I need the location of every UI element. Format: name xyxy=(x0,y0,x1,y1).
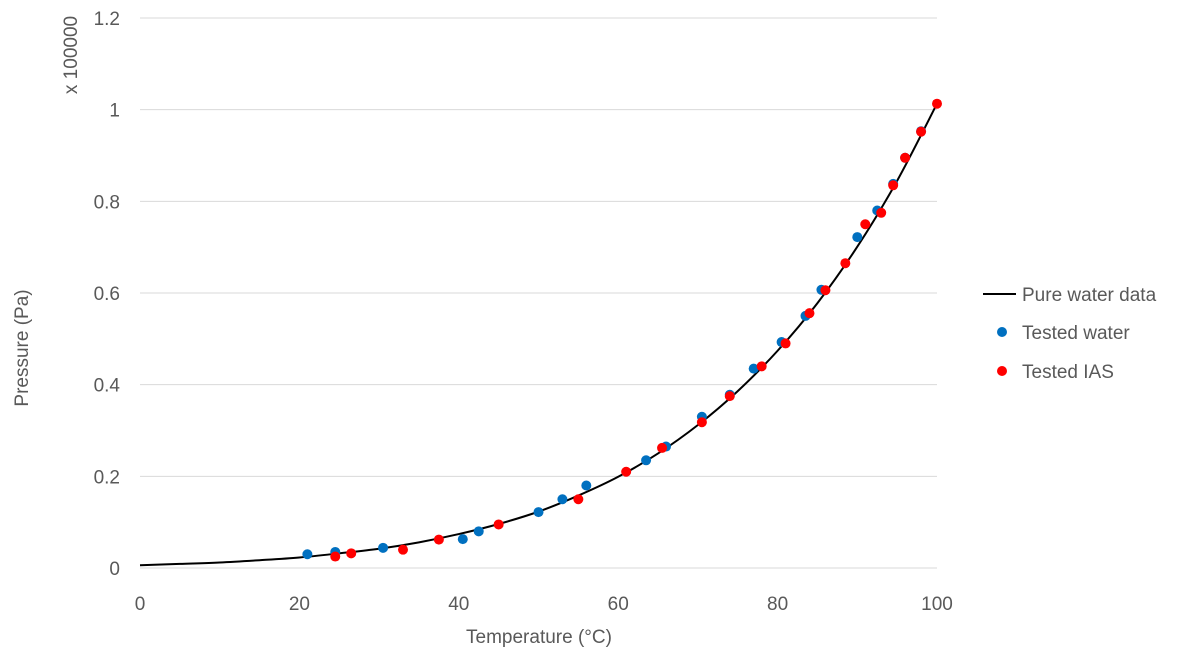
point-tested-ias xyxy=(724,391,735,402)
legend-marker-tested-ias xyxy=(997,366,1007,376)
point-tested-ias xyxy=(330,551,341,562)
point-tested-ias xyxy=(756,361,767,372)
point-tested-ias xyxy=(804,308,815,319)
data-points xyxy=(302,98,942,562)
y-tick-label: 0.2 xyxy=(94,467,120,488)
x-tick-label: 40 xyxy=(448,594,469,615)
point-tested-ias xyxy=(916,126,927,137)
point-tested-water xyxy=(581,480,592,491)
point-tested-ias xyxy=(932,98,942,109)
legend-marker-tested-water xyxy=(997,327,1007,337)
x-tick-label: 60 xyxy=(608,594,629,615)
y-tick-label: 0.6 xyxy=(94,284,120,305)
point-tested-water xyxy=(557,494,568,505)
y-tick-label: 0.4 xyxy=(94,376,121,397)
point-tested-ias xyxy=(820,285,831,296)
point-tested-ias xyxy=(840,258,851,269)
series-line-group xyxy=(139,103,938,567)
x-tick-label: 80 xyxy=(767,594,788,615)
point-tested-ias xyxy=(621,466,632,477)
gridlines xyxy=(140,17,937,569)
y-tick-label: 0.8 xyxy=(94,192,120,213)
x-tick-label: 0 xyxy=(135,594,146,615)
y-tick-labels: 0 0.2 0.4 0.6 0.8 1 1.2 xyxy=(94,9,121,580)
point-tested-water xyxy=(533,507,544,518)
point-tested-ias xyxy=(433,534,444,545)
legend: Pure water data Tested water Tested IAS xyxy=(983,285,1157,383)
x-tick-label: 100 xyxy=(921,594,953,615)
point-tested-ias xyxy=(398,544,409,555)
point-tested-water xyxy=(302,549,313,560)
point-tested-water xyxy=(473,526,484,537)
point-tested-ias xyxy=(900,152,911,163)
point-tested-ias xyxy=(860,219,871,230)
point-tested-ias xyxy=(888,180,899,191)
y-tick-label: 0 xyxy=(109,559,120,580)
point-tested-ias xyxy=(657,442,668,453)
legend-label-tested-water: Tested water xyxy=(1022,323,1130,344)
legend-label-tested-ias: Tested IAS xyxy=(1022,362,1114,383)
point-tested-ias xyxy=(876,207,887,218)
y-multiplier-label: x 100000 xyxy=(61,16,82,94)
y-tick-label: 1.2 xyxy=(94,9,120,30)
point-tested-ias xyxy=(573,494,584,505)
point-tested-ias xyxy=(696,417,707,428)
legend-label-pure-water: Pure water data xyxy=(1022,285,1157,306)
point-tested-water xyxy=(852,232,863,243)
series-line-pure-water xyxy=(139,103,938,567)
point-tested-ias xyxy=(780,338,791,349)
y-axis-title: Pressure (Pa) xyxy=(12,289,33,406)
y-tick-label: 1 xyxy=(109,101,120,122)
point-tested-ias xyxy=(493,519,504,530)
x-axis-title: Temperature (°C) xyxy=(466,627,612,648)
point-tested-ias xyxy=(346,548,357,559)
point-tested-water xyxy=(457,534,468,545)
point-tested-water xyxy=(378,542,389,553)
point-tested-water xyxy=(641,455,652,466)
x-tick-label: 20 xyxy=(289,594,310,615)
point-tested-water xyxy=(748,363,759,374)
x-tick-labels: 0 20 40 60 80 100 xyxy=(135,594,953,615)
